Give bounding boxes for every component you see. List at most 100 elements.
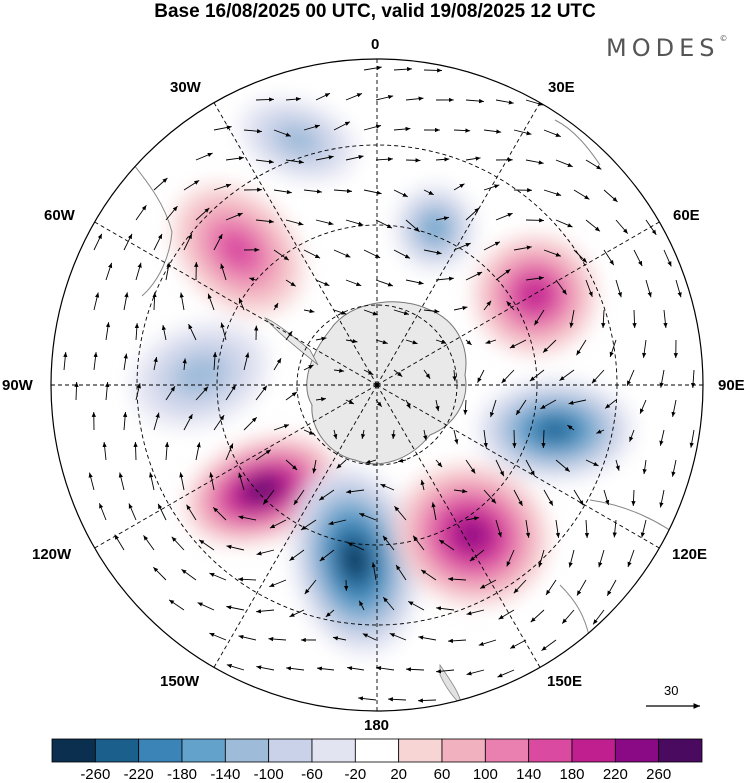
wind-arrow [412,535,425,551]
lon-label-90w: 90W [2,377,33,394]
wind-arrow [153,177,168,191]
wind-arrow [543,129,561,138]
wind-arrow [165,386,176,401]
wind-arrow [453,488,468,494]
meridian-line [90,219,378,386]
wind-arrow [435,157,450,162]
wind-arrow [269,519,287,529]
wind-arrow [569,309,575,328]
wind-arrow [333,121,351,131]
wind-arrow [629,429,635,442]
wind-arrow [273,249,290,261]
wind-arrow [626,369,635,386]
wind-arrow [465,516,480,521]
colorbar-label: 260 [646,766,672,783]
brand-logo: MODES© [606,34,728,62]
wind-arrow [315,155,334,161]
wind-arrow [525,519,531,538]
wind-arrow [689,429,695,448]
wind-arrow [405,339,418,345]
page-title: Base 16/08/2025 00 UTC, valid 19/08/2025… [154,1,596,22]
wind-arrow [256,665,275,671]
wind-arrow [382,596,395,611]
wind-arrow [465,156,481,161]
wind-arrow [690,369,696,388]
wind-arrow [469,549,485,562]
wind-arrow [273,189,292,195]
wind-arrow [207,293,215,311]
wind-arrow [262,489,275,505]
wind-arrow [286,666,305,671]
south-pole-dot [374,382,380,388]
wind-arrow [359,513,377,521]
wind-arrow [143,535,155,551]
wind-arrow [631,489,636,506]
wind-arrow [347,542,365,551]
wind-arrow [603,249,615,266]
lon-label-60e: 60E [673,207,700,224]
wind-arrow [238,297,245,311]
wind-arrow [645,279,652,298]
wind-arrow [238,515,257,521]
wind-arrow [603,189,618,203]
wind-arrow [423,249,442,255]
wind-arrow [423,189,434,196]
wind-arrow [375,279,394,287]
wind-arrow [179,292,185,311]
wind-arrow [133,441,138,461]
wind-arrow [632,309,637,329]
wind-arrow [289,609,305,618]
wind-arrow [541,639,557,652]
wind-arrow [561,609,575,624]
wind-arrow [249,277,257,282]
wind-arrow [545,579,557,596]
wind-arrow [303,429,315,435]
colorbar-swatch [614,738,660,763]
wind-arrow [345,338,358,344]
wind-arrow [315,92,331,101]
meridian-line [90,384,378,551]
colorbar-swatch [571,738,616,763]
wind-arrow [93,233,103,251]
wind-arrow [303,189,322,194]
wind-arrow [576,579,587,596]
wind-arrow [465,459,476,474]
wind-arrow [161,324,167,341]
wind-arrow [465,271,483,281]
colorbar-swatch [138,738,183,763]
wind-arrow [213,414,225,431]
wind-arrow [225,156,244,161]
wind-arrow [585,279,593,298]
wind-arrow [285,96,301,102]
wind-arrow [118,472,125,491]
wind-arrow [584,519,590,538]
wind-arrow [273,129,292,137]
wind-arrow [312,459,317,474]
lon-label-30e: 30E [548,79,575,96]
wind-arrow [485,339,497,344]
wind-arrow [361,429,366,439]
africa-coast [554,119,601,166]
wind-arrow [363,65,382,71]
wind-arrow [333,249,351,258]
wind-arrow [212,507,227,521]
wind-arrow [183,233,193,251]
colorbar-swatch [268,738,313,763]
wind-arrow [435,276,454,281]
wind-arrow [195,152,213,161]
wind-arrow [243,416,258,431]
wind-arrow [213,233,223,251]
wind-arrow [615,459,620,471]
wind-arrow [363,124,382,131]
colorbar-swatch [51,738,96,763]
meridian-line [376,219,664,386]
wind-arrow [512,429,517,449]
wind-arrow [465,207,480,221]
wind-arrow [328,519,347,526]
south-america-coast [129,159,173,297]
wind-arrow [195,207,210,221]
wind-arrow [405,96,424,101]
wind-arrow [640,519,647,538]
lon-label-120w: 120W [32,546,72,563]
